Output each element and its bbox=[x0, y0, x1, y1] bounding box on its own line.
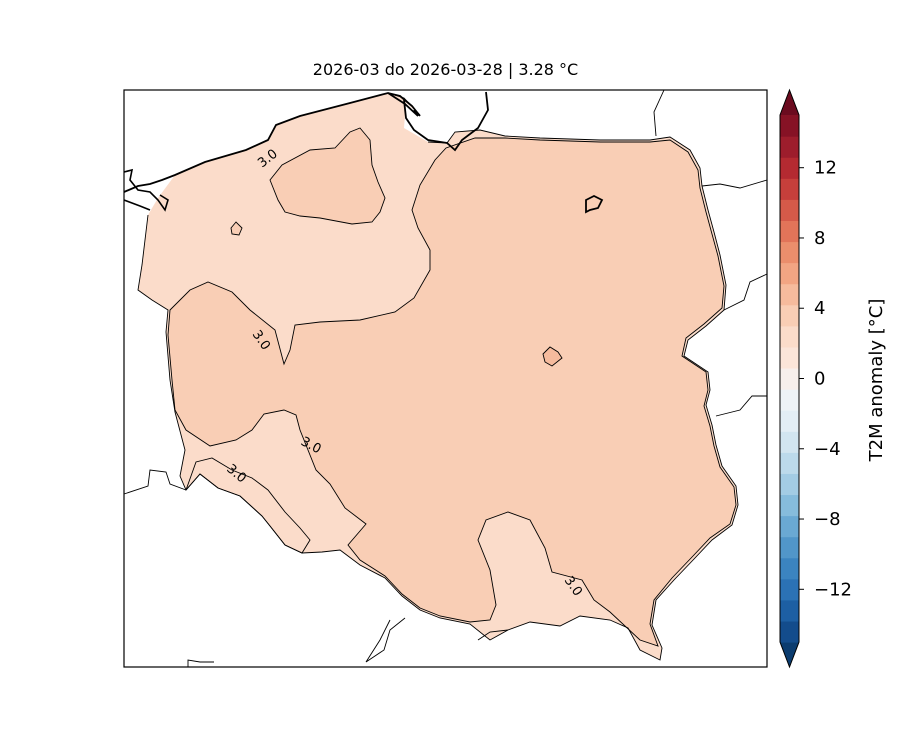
colorbar-segment bbox=[780, 452, 799, 474]
baltic-coastline bbox=[123, 91, 489, 193]
colorbar-segment bbox=[780, 346, 799, 369]
map-title: 2026-03 do 2026-03-28 | 3.28 °C bbox=[312, 60, 579, 79]
colorbar-segment bbox=[780, 199, 799, 221]
anomaly-band-high-main bbox=[167, 137, 737, 647]
neighbor-borders bbox=[123, 89, 768, 667]
colorbar-outline bbox=[779, 88, 800, 669]
colorbar-segment bbox=[780, 515, 799, 538]
anomaly-band-small-island-center bbox=[542, 346, 563, 367]
colorbar-label: T2M anomaly [°C] bbox=[866, 299, 887, 463]
colorbar-segment bbox=[780, 536, 799, 559]
colorbar-segment bbox=[780, 136, 799, 158]
colorbar-tick-label: −8 bbox=[814, 509, 841, 530]
colorbar-segment bbox=[780, 410, 799, 432]
colorbar-segment bbox=[780, 578, 799, 601]
szczecin-lagoon bbox=[123, 168, 169, 212]
colorbar-segment bbox=[780, 304, 799, 327]
colorbar-tick-label: 4 bbox=[814, 298, 825, 319]
anomaly-band-high-north-island bbox=[269, 127, 386, 225]
colorbar-tick-label: 12 bbox=[814, 158, 837, 179]
anomaly-band-small-island-west bbox=[230, 221, 243, 236]
lake-marker-northeast bbox=[585, 194, 604, 214]
colorbar-segment bbox=[780, 115, 799, 137]
colorbar-segment bbox=[780, 283, 799, 306]
colorbar-segment bbox=[780, 325, 799, 348]
colorbar-segment bbox=[780, 494, 799, 517]
colorbar-segment bbox=[780, 431, 799, 453]
colorbar-segment bbox=[780, 620, 799, 643]
colorbar-extend-max bbox=[780, 90, 799, 115]
colorbar-segment bbox=[780, 367, 799, 390]
hel-peninsula bbox=[387, 92, 419, 117]
colorbar-segment bbox=[780, 178, 799, 200]
colorbar-segment bbox=[780, 241, 799, 264]
colorbar-tick-label: −4 bbox=[814, 439, 841, 460]
colorbar-extend-min bbox=[780, 642, 799, 667]
colorbar-segment bbox=[780, 220, 799, 243]
colorbar-segment bbox=[780, 599, 799, 622]
colorbar-segment bbox=[780, 557, 799, 580]
colorbar-tick-label: −12 bbox=[814, 579, 852, 600]
colorbar-segment bbox=[780, 473, 799, 496]
colorbar-tick-label: 0 bbox=[814, 369, 825, 390]
map-frame bbox=[123, 89, 768, 668]
colorbar: 12 8 4 0 −4 −8 −12 bbox=[779, 88, 852, 669]
colorbar-tick-label: 8 bbox=[814, 228, 825, 249]
colorbar-segment bbox=[780, 157, 799, 179]
colorbar-segment bbox=[780, 389, 799, 411]
colorbar-segment bbox=[780, 262, 799, 285]
